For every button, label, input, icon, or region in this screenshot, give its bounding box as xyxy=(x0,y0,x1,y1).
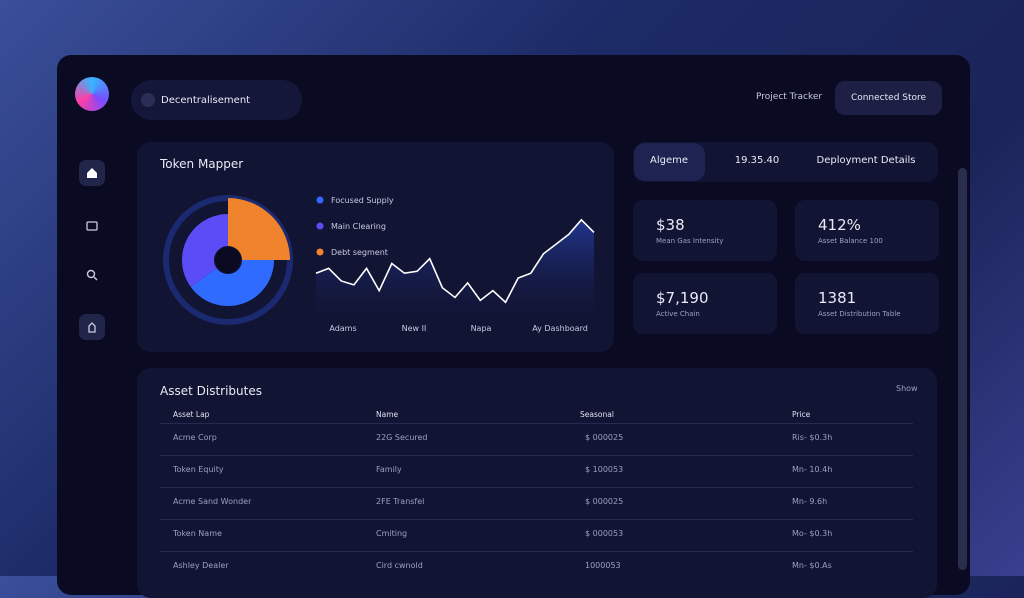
legend-dot xyxy=(316,222,324,230)
card-title: Token Mapper xyxy=(160,157,244,171)
table-cell: $ 000025 xyxy=(585,433,624,442)
legend-label: Debt segment xyxy=(331,248,388,257)
home-icon[interactable] xyxy=(79,160,105,186)
x-label: Napa xyxy=(471,324,492,333)
tab-active[interactable] xyxy=(634,143,705,181)
table-cell: 22G Secured xyxy=(376,433,428,442)
row-divider xyxy=(160,487,913,488)
table-title: Asset Distributes xyxy=(160,384,262,398)
search-box[interactable]: Decentralisement xyxy=(131,80,302,120)
table-cell: Acme Corp xyxy=(173,433,217,442)
table-cell: Acme Sand Wonder xyxy=(173,497,252,506)
button-text: Connected Store xyxy=(850,93,927,103)
stat-label: Asset Balance 100 xyxy=(818,237,883,245)
legend-dot xyxy=(316,248,324,256)
donut-segment xyxy=(182,214,228,288)
line xyxy=(315,218,595,304)
table-header: Asset Lap xyxy=(173,410,210,419)
line-area xyxy=(316,219,594,322)
legend-dot xyxy=(316,196,324,204)
nav-link[interactable]: Project Tracker xyxy=(756,92,823,102)
table-cell: 1000053 xyxy=(585,561,621,570)
tab[interactable]: 19.35.40 xyxy=(734,155,780,166)
row-divider xyxy=(160,423,913,424)
stat-card xyxy=(633,273,777,334)
table-cell: $ 000025 xyxy=(585,497,624,506)
search-text: Decentralisement xyxy=(161,94,251,106)
donut-segment xyxy=(190,260,274,306)
stat-value: 412% xyxy=(818,216,861,234)
table-cell: Mn- $0.As xyxy=(792,561,832,570)
row-divider xyxy=(160,455,913,456)
stat-card xyxy=(633,200,777,261)
table-cell: Family xyxy=(376,465,402,474)
table-cell: $ 100053 xyxy=(585,465,624,474)
tab[interactable]: Deployment Details xyxy=(816,155,916,166)
table-cell: Token Equity xyxy=(173,465,224,474)
table-header: Name xyxy=(376,410,399,419)
icon xyxy=(87,168,97,178)
legend-label: Focused Supply xyxy=(331,196,394,205)
stat-label: Mean Gas Intensity xyxy=(656,237,724,245)
logo[interactable] xyxy=(75,77,109,111)
wallet-icon[interactable] xyxy=(79,212,105,238)
x-label: Adams xyxy=(329,324,356,333)
table-header: Seasonal xyxy=(580,410,614,419)
donut-hole xyxy=(215,247,241,273)
x-label: Ay Dashboard xyxy=(532,324,588,333)
stat-card xyxy=(795,273,939,334)
header-button[interactable]: Connected Store xyxy=(835,81,942,115)
donut-segment xyxy=(228,198,290,260)
table-cell: Cmiting xyxy=(376,529,408,538)
stat-label: Asset Distribution Table xyxy=(818,310,901,318)
table-cell: Mo- $0.3h xyxy=(792,529,833,538)
icon xyxy=(86,221,98,231)
table-cell: Token Name xyxy=(173,529,222,538)
x-label: New II xyxy=(402,324,427,333)
stat-value: $7,190 xyxy=(656,289,709,307)
stat-card xyxy=(795,200,939,261)
table-header: Price xyxy=(792,410,811,419)
icon xyxy=(86,269,98,281)
token-chart: Focused Supply Main Clearing Debt segment A… xyxy=(163,195,595,333)
table-cell: Mn- 9.6h xyxy=(792,497,828,506)
table-card xyxy=(137,368,937,598)
settings-icon[interactable] xyxy=(79,314,105,340)
search-icon[interactable] xyxy=(79,262,105,288)
icon xyxy=(88,322,96,333)
row-divider xyxy=(160,551,913,552)
stat-value: $38 xyxy=(656,216,685,234)
table-cell: $ 000053 xyxy=(585,529,624,538)
table-cell: Ashley Dealer xyxy=(173,561,229,570)
tab[interactable]: Algeme xyxy=(649,155,689,166)
table-action[interactable]: Show xyxy=(896,384,918,393)
stat-label: Active Chain xyxy=(656,310,700,318)
stat-value: 1381 xyxy=(818,289,857,307)
table-cell: Mn- 10.4h xyxy=(792,465,833,474)
table-cell: Ris- $0.3h xyxy=(792,433,833,442)
legend-label: Main Clearing xyxy=(331,222,386,231)
row-divider xyxy=(160,519,913,520)
table-cell: 2FE Transfel xyxy=(376,497,425,506)
table-cell: Cird cwnold xyxy=(376,561,423,570)
scrollbar[interactable] xyxy=(958,168,967,570)
